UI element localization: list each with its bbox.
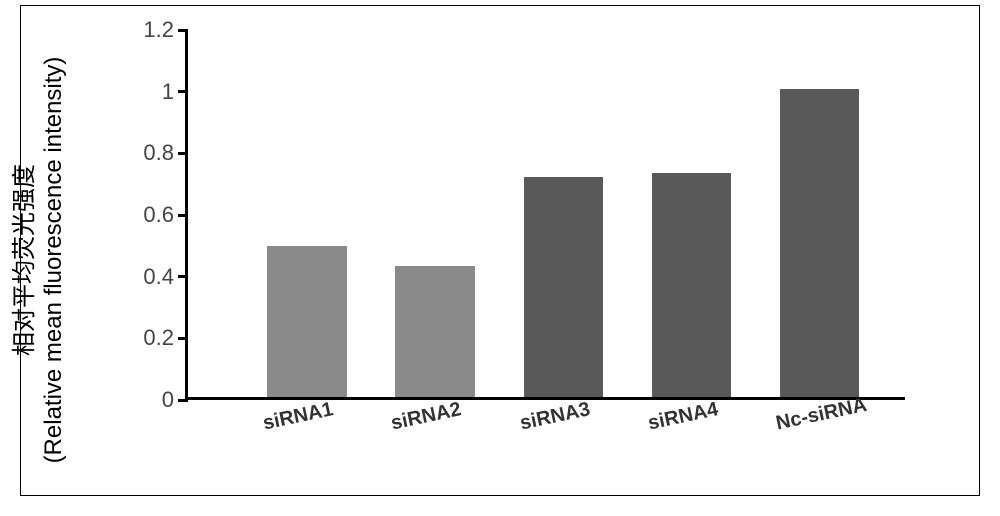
y-axis-label-cn: 相对平均荧光强度 — [11, 57, 40, 464]
y-tick-label: 0.4 — [143, 264, 174, 290]
y-tick — [178, 152, 188, 155]
y-tick — [178, 337, 188, 340]
bar-chart: 相对平均荧光强度 (Relative mean fluorescence int… — [50, 10, 950, 510]
x-axis-label: siRNA4 — [646, 398, 720, 435]
y-tick — [178, 90, 188, 93]
x-axis-label: siRNA1 — [261, 398, 335, 435]
y-tick-label: 1.2 — [143, 17, 174, 43]
x-axis-label: siRNA3 — [518, 398, 592, 435]
y-axis-label: 相对平均荧光强度 (Relative mean fluorescence int… — [11, 57, 69, 464]
y-tick-label: 0.8 — [143, 140, 174, 166]
bar — [524, 177, 603, 397]
y-tick-label: 1 — [162, 79, 174, 105]
bar-fill — [780, 89, 859, 397]
bars-container: siRNA1siRNA2siRNA3siRNA4Nc-siRNA — [188, 30, 905, 397]
x-axis-label: siRNA2 — [389, 398, 463, 435]
x-axis-label: Nc-siRNA — [774, 394, 869, 436]
bar-fill — [524, 177, 603, 397]
y-tick — [178, 214, 188, 217]
bar — [395, 266, 474, 397]
bar-fill — [267, 246, 346, 397]
y-tick-label: 0 — [162, 387, 174, 413]
y-tick-label: 0.6 — [143, 202, 174, 228]
bar — [652, 173, 731, 397]
y-tick — [178, 29, 188, 32]
plot-area: siRNA1siRNA2siRNA3siRNA4Nc-siRNA 00.20.4… — [185, 30, 905, 400]
bar — [780, 89, 859, 397]
y-tick — [178, 399, 188, 402]
bar-fill — [395, 266, 474, 397]
bar-fill — [652, 173, 731, 397]
y-tick — [178, 275, 188, 278]
y-axis-label-en: (Relative mean fluorescence intensity) — [40, 57, 69, 464]
y-tick-label: 0.2 — [143, 325, 174, 351]
bar — [267, 246, 346, 397]
